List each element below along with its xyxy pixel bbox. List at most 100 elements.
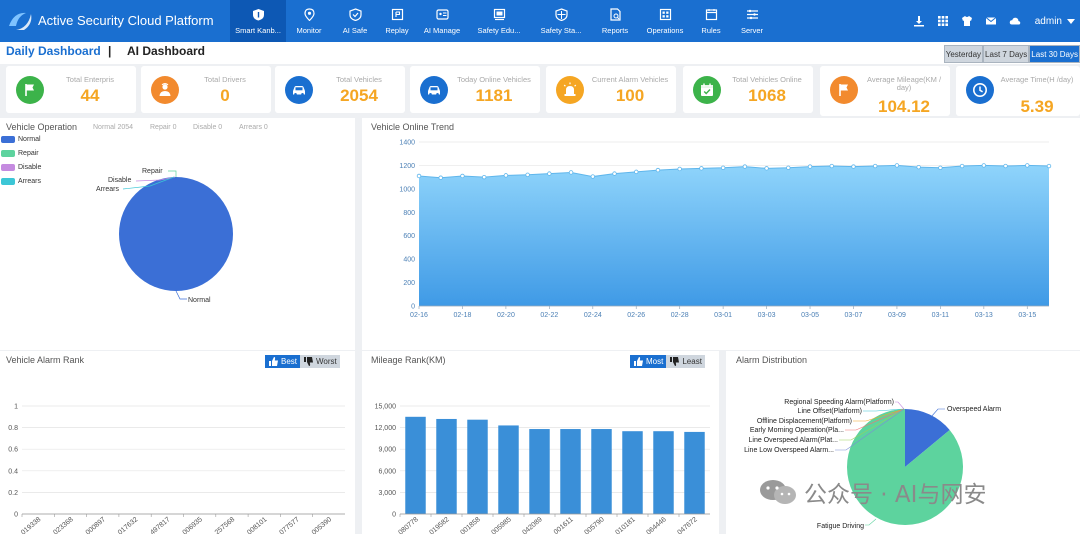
inline-legend-arrears: Arrears 0 — [239, 124, 268, 131]
data-point[interactable] — [677, 166, 682, 172]
data-point[interactable] — [416, 173, 422, 179]
nav-item-report[interactable]: Reports — [592, 0, 638, 42]
pie-slice-normal[interactable] — [119, 177, 233, 291]
nav-item-replay[interactable]: Replay — [378, 0, 416, 42]
nav-item-rules[interactable]: Rules — [692, 0, 730, 42]
bar[interactable] — [498, 425, 519, 514]
least-button[interactable]: Least — [666, 355, 705, 368]
stat-value: 5.39 — [1020, 97, 1054, 116]
data-point[interactable] — [634, 169, 639, 175]
clock-icon — [973, 83, 987, 97]
data-point[interactable] — [807, 164, 813, 169]
shirt-icon[interactable] — [961, 15, 973, 27]
y-tick-label: 0.2 — [8, 490, 18, 497]
data-point[interactable] — [720, 165, 726, 170]
data-point[interactable] — [438, 175, 443, 180]
y-tick-label: 0 — [411, 304, 415, 311]
leader-line-repair — [168, 170, 177, 177]
tab-daily-dashboard[interactable]: Daily Dashboard — [6, 44, 101, 58]
data-point[interactable] — [981, 163, 987, 168]
data-point[interactable] — [481, 174, 487, 180]
x-tick-label: 005390 — [311, 516, 333, 534]
location-pin-icon — [303, 8, 315, 21]
bar[interactable] — [529, 429, 550, 514]
education-icon — [493, 8, 505, 21]
pie-label: Offline Displacement(Platform) — [757, 418, 852, 425]
data-point[interactable] — [916, 164, 921, 170]
nav-item-ai-manage[interactable]: AI Manage — [416, 0, 468, 42]
x-tick-label: 02-20 — [497, 312, 515, 319]
best-button[interactable]: Best — [265, 355, 301, 368]
vehicle-operation-title: Vehicle Operation — [6, 122, 78, 132]
download-icon[interactable] — [913, 15, 925, 27]
worst-button[interactable]: Worst — [300, 355, 340, 368]
bar[interactable] — [560, 429, 581, 514]
wechat-icon — [760, 480, 796, 504]
data-point[interactable] — [851, 164, 856, 169]
legend-item-normal[interactable]: Normal — [1, 136, 41, 143]
data-point[interactable] — [1003, 163, 1008, 169]
data-point[interactable] — [829, 163, 834, 169]
range-last-30-days-button[interactable]: Last 30 Days — [1029, 45, 1080, 63]
dashboard-tabs-bar: Daily Dashboard | AI Dashboard Yesterday… — [0, 42, 1080, 64]
cloud-icon[interactable] — [1009, 15, 1021, 27]
data-point[interactable] — [503, 173, 509, 178]
bar[interactable] — [684, 431, 705, 514]
data-point[interactable] — [525, 172, 530, 177]
y-tick-label: 1400 — [399, 140, 415, 147]
range-yesterday-button[interactable]: Yesterday — [943, 45, 984, 63]
bar[interactable] — [467, 419, 488, 514]
data-point[interactable] — [568, 170, 574, 175]
nav-item-server[interactable]: Server — [730, 0, 774, 42]
bar[interactable] — [653, 431, 674, 514]
most-button[interactable]: Most — [630, 355, 667, 368]
data-point[interactable] — [1025, 163, 1030, 168]
data-point[interactable] — [460, 173, 465, 179]
mail-icon[interactable] — [985, 15, 997, 27]
alarm-rank-toggle: Best Worst — [265, 355, 340, 368]
nav-item-label: Replay — [385, 26, 409, 35]
pie-slice[interactable] — [847, 409, 963, 525]
bar[interactable] — [436, 418, 457, 514]
data-point[interactable] — [786, 165, 791, 170]
driver-icon — [159, 83, 171, 96]
nav-item-shield[interactable]: Smart Kanb... — [230, 0, 286, 42]
data-point[interactable] — [547, 171, 552, 176]
nav-item-operations[interactable]: Operations — [638, 0, 692, 42]
data-point[interactable] — [742, 164, 748, 169]
x-tick-label: 02-28 — [671, 312, 689, 319]
data-point[interactable] — [655, 167, 661, 173]
data-point[interactable] — [590, 174, 595, 179]
data-point[interactable] — [1046, 163, 1052, 169]
legend-item-arrears[interactable]: Arrears — [1, 178, 41, 185]
data-point[interactable] — [612, 171, 617, 176]
data-point[interactable] — [873, 163, 878, 169]
tab-ai-dashboard[interactable]: AI Dashboard — [127, 44, 206, 58]
legend-item-repair[interactable]: Repair — [1, 150, 39, 157]
bar[interactable] — [591, 429, 612, 514]
range-last-7-days-button[interactable]: Last 7 Days — [983, 45, 1030, 63]
x-tick-label: 023368 — [52, 516, 74, 534]
data-point[interactable] — [764, 166, 769, 171]
bar[interactable] — [405, 416, 426, 514]
grid-icon[interactable] — [937, 15, 949, 27]
nav-item-education[interactable]: Safety Edu... — [468, 0, 530, 42]
user-name[interactable]: admin — [1034, 15, 1062, 27]
nav-item-safety-stat[interactable]: Safety Sta... — [530, 0, 592, 42]
vehicle-alarm-rank-title: Vehicle Alarm Rank — [6, 355, 85, 365]
data-point[interactable] — [959, 163, 965, 169]
stat-card: Average Mileage(KM / day) 104.12 — [820, 66, 950, 116]
pie-label: Early Morning Operation(Pla... — [750, 427, 844, 434]
legend-item-disable[interactable]: Disable — [1, 164, 41, 171]
flag-icon — [839, 84, 848, 96]
data-point[interactable] — [699, 166, 704, 171]
nav-item-location-pin[interactable]: Monitor — [286, 0, 332, 42]
pie-slice[interactable] — [905, 409, 950, 467]
chevron-down-icon[interactable] — [1066, 16, 1076, 26]
thumbs-up-icon — [634, 357, 643, 366]
data-point[interactable] — [894, 163, 900, 168]
nav-item-shield-check[interactable]: AI Safe — [332, 0, 378, 42]
bar[interactable] — [622, 431, 643, 514]
data-point[interactable] — [938, 165, 943, 170]
nav-item-label: Safety Sta... — [540, 26, 582, 35]
